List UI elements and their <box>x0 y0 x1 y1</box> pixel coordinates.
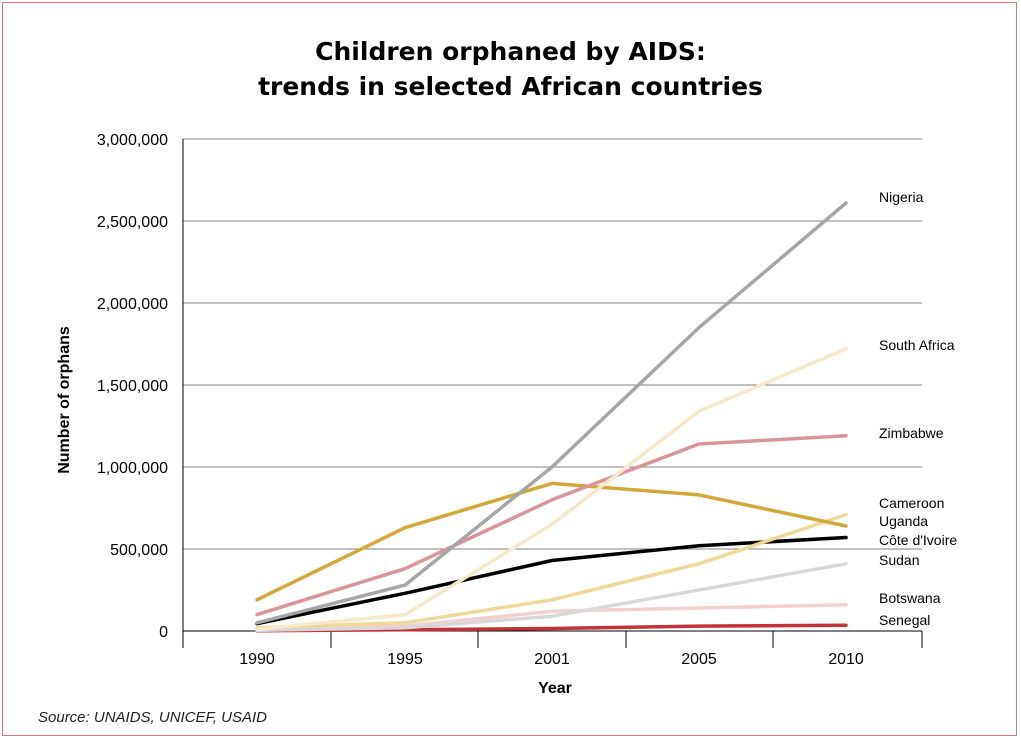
y-tick-label: 1,500,000 <box>97 378 168 395</box>
y-tick-label: 2,000,000 <box>97 296 168 313</box>
series-line-nigeria <box>255 201 848 625</box>
series-line-c-te-d-ivoire <box>255 535 848 626</box>
grid-lines <box>183 138 922 550</box>
end-label-c-te-d-ivoire: Côte d'Ivoire <box>879 532 957 548</box>
x-tick-label: 1990 <box>239 651 275 668</box>
end-labels: Nigeria South Africa Zimbabwe Cameroon Ugand… <box>879 189 957 628</box>
x-tick-label: 1995 <box>387 651 423 668</box>
end-label-south-africa: South Africa <box>879 337 955 353</box>
series-line-sudan <box>255 562 848 632</box>
source-note: Source: UNAIDS, UNICEF, USAID <box>38 709 267 726</box>
end-label-sudan: Sudan <box>879 552 919 568</box>
x-tick-label: 2010 <box>828 651 864 668</box>
end-label-cameroon: Cameroon <box>879 495 944 511</box>
end-label-nigeria: Nigeria <box>879 189 924 205</box>
series-line-uganda <box>255 512 848 630</box>
axes: 0 500,000 1,000,000 1,500,000 2,000,000 2,500… <box>97 132 923 668</box>
series-line-south-africa <box>255 347 848 632</box>
y-tick-label: 2,500,000 <box>97 214 168 231</box>
x-axis-label: Year <box>538 680 572 697</box>
y-tick-label: 3,000,000 <box>97 132 168 149</box>
chart-subtitle: trends in selected African countries <box>258 72 763 101</box>
x-tick-label: 2001 <box>534 651 570 668</box>
y-tick-label: 0 <box>159 624 168 641</box>
y-tick-label: 1,000,000 <box>97 460 168 477</box>
end-label-zimbabwe: Zimbabwe <box>879 425 944 441</box>
series-line-zimbabwe <box>255 434 848 617</box>
chart-title: Children orphaned by AIDS: <box>315 37 706 66</box>
y-tick-label: 500,000 <box>110 542 168 559</box>
end-label-botswana: Botswana <box>879 590 941 606</box>
series-lines <box>255 201 848 633</box>
end-label-senegal: Senegal <box>879 612 930 628</box>
x-tick-label: 2005 <box>681 651 717 668</box>
end-label-uganda: Uganda <box>879 513 928 529</box>
series-line-cameroon <box>255 481 848 602</box>
